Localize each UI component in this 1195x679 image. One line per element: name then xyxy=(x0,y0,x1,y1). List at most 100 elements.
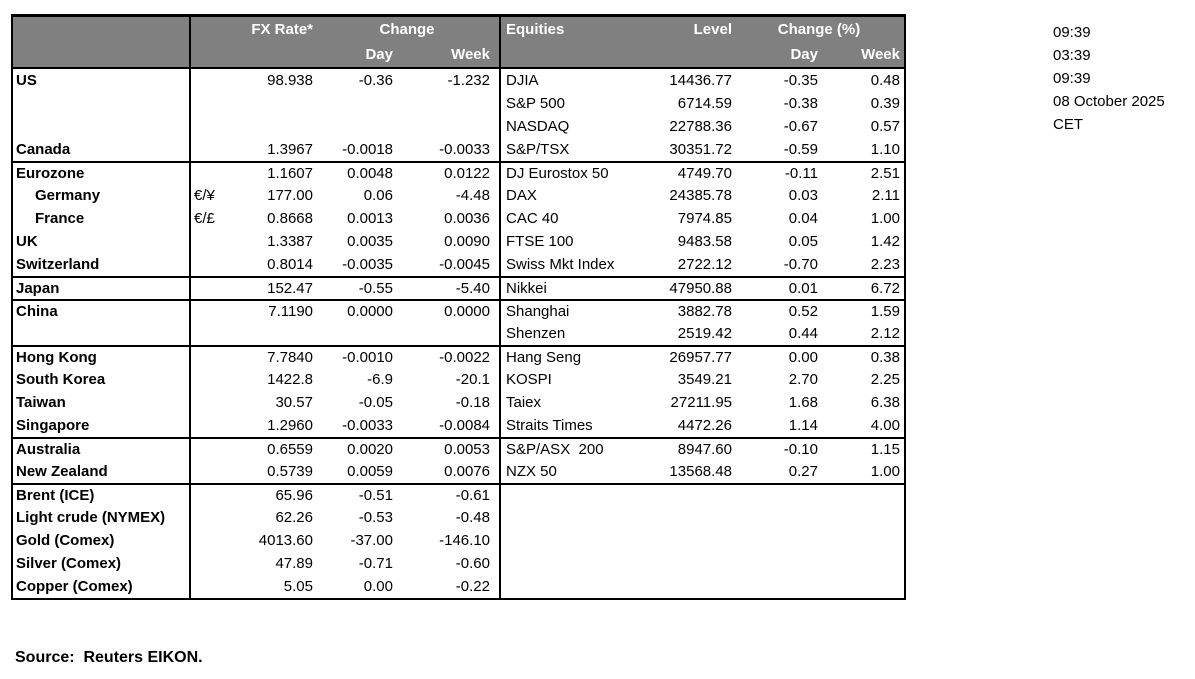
table-row: S&P 500 6714.59 -0.38 0.39 xyxy=(13,92,904,115)
fx-pair-symbol xyxy=(191,368,229,391)
fx-week-change: -0.0045 xyxy=(439,256,490,273)
equity-day-change: 0.00 xyxy=(788,349,818,366)
fx-pair-symbol xyxy=(191,278,229,299)
equity-level: 22788.36 xyxy=(669,118,732,135)
equity-day-change: 0.52 xyxy=(788,303,818,320)
equity-week-change xyxy=(820,485,904,506)
equity-name: S&P/ASX 200 xyxy=(499,439,641,460)
fx-country-label: China xyxy=(13,301,191,322)
equity-day-change: -0.70 xyxy=(783,256,818,273)
table-body: US 98.938 -0.36 -1.232 DJIA 14436.77 -0.35 0.48… xyxy=(13,69,904,598)
table-row: China 7.1190 0.0000 0.0000 Shanghai 3882.78 0.… xyxy=(13,299,904,322)
table-row: Singapore 1.2960 -0.0033 -0.0084 Straits Tim… xyxy=(13,414,904,437)
fx-country-label: Eurozone xyxy=(13,163,191,184)
fx-pair-symbol xyxy=(191,552,229,575)
equity-week-change: 2.11 xyxy=(871,187,900,204)
fx-pair-symbol xyxy=(191,439,229,460)
source-note: Source: Reuters EIKON. xyxy=(15,649,203,666)
fx-pair-symbol xyxy=(191,506,229,529)
equity-name: Shanghai xyxy=(499,301,641,322)
header-spacer xyxy=(229,42,315,67)
fx-rate-value: 0.6559 xyxy=(267,441,313,458)
fx-country-label: Japan xyxy=(13,278,191,299)
equity-level: 2722.12 xyxy=(677,256,732,273)
fx-week-column-header: Week xyxy=(451,46,490,63)
header-spacer xyxy=(191,17,229,42)
timestamp-block: 09:39 03:39 09:39 08 October 2025 CET xyxy=(1053,21,1165,136)
equities-column-header: Equities xyxy=(499,17,641,42)
equity-week-column-header: Week xyxy=(861,46,900,63)
equity-name: Shenzen xyxy=(499,322,641,345)
fx-day-column-header: Day xyxy=(365,46,393,63)
equity-week-change: 0.38 xyxy=(870,349,900,366)
fx-week-change: -5.40 xyxy=(455,280,490,297)
equity-name xyxy=(499,485,641,506)
fx-country-label: France xyxy=(13,207,191,230)
equity-name xyxy=(499,575,641,598)
fx-country-label: UK xyxy=(13,230,191,253)
fx-day-change: -0.05 xyxy=(358,394,393,411)
equity-week-change: 0.57 xyxy=(870,118,900,135)
change-pct-column-header: Change (%) xyxy=(777,21,861,38)
fx-day-change: 0.0020 xyxy=(347,441,393,458)
equity-name: DAX xyxy=(499,184,641,207)
equity-day-change: 0.27 xyxy=(788,463,818,480)
equity-name: Nikkei xyxy=(499,278,641,299)
fx-pair-symbol xyxy=(191,322,229,345)
fx-week-change: -0.18 xyxy=(455,394,490,411)
table-row: Taiwan 30.57 -0.05 -0.18 Taiex 27211.95 1.68 6.… xyxy=(13,391,904,414)
equity-week-change: 0.48 xyxy=(870,72,900,89)
fx-rate-value xyxy=(229,92,315,115)
equity-day-change xyxy=(734,485,820,506)
fx-week-change: 0.0036 xyxy=(444,210,490,227)
equity-day-change: 0.04 xyxy=(788,210,818,227)
fx-rate-value: 7.1190 xyxy=(268,303,313,320)
fx-week-change: -0.22 xyxy=(455,578,490,595)
equity-level: 6714.59 xyxy=(677,95,732,112)
fx-rate-value: 0.5739 xyxy=(267,463,313,480)
fx-pair-symbol xyxy=(191,230,229,253)
equity-level xyxy=(641,506,734,529)
equity-name xyxy=(499,552,641,575)
fx-pair-symbol xyxy=(191,92,229,115)
equity-name: CAC 40 xyxy=(499,207,641,230)
fx-country-label: Germany xyxy=(13,184,191,207)
equity-day-change: 0.44 xyxy=(788,325,818,342)
equity-day-change: 0.05 xyxy=(788,233,818,250)
equity-week-change: 1.15 xyxy=(870,441,900,458)
fx-rate-value: 1422.8 xyxy=(267,371,313,388)
fx-week-change: 0.0053 xyxy=(444,441,490,458)
fx-country-label: South Korea xyxy=(13,368,191,391)
fx-rate-value: 98.938 xyxy=(267,72,313,89)
header-spacer xyxy=(13,42,191,67)
fx-week-change: -0.61 xyxy=(455,487,490,504)
fx-day-change: 0.0013 xyxy=(347,210,393,227)
fx-pair-symbol: €/£ xyxy=(194,210,215,227)
header-spacer xyxy=(499,42,641,67)
equity-name: KOSPI xyxy=(499,368,641,391)
equity-week-change: 6.72 xyxy=(870,280,900,297)
fx-rate-value: 62.26 xyxy=(275,509,313,526)
equity-name: Straits Times xyxy=(499,414,641,437)
equity-level: 26957.77 xyxy=(669,349,732,366)
update-time-3: 09:39 xyxy=(1053,70,1091,87)
fx-day-change xyxy=(315,92,395,115)
equity-day-change: -0.67 xyxy=(783,118,818,135)
equity-week-change: 1.00 xyxy=(870,210,900,227)
fx-rate-value: 65.96 xyxy=(275,487,313,504)
fx-day-change: 0.06 xyxy=(363,187,393,204)
table-row: Japan 152.47 -0.55 -5.40 Nikkei 47950.88 0.01 6… xyxy=(13,276,904,299)
update-time-1: 09:39 xyxy=(1053,24,1091,41)
fx-rate-value: 152.47 xyxy=(267,280,313,297)
fx-rate-value: 30.57 xyxy=(275,394,313,411)
table-row: Silver (Comex) 47.89 -0.71 -0.60 xyxy=(13,552,904,575)
fx-rate-value xyxy=(229,115,315,138)
equity-level: 14436.77 xyxy=(669,72,732,89)
report-date: 08 October 2025 xyxy=(1053,93,1165,110)
fx-week-change xyxy=(395,322,499,345)
fx-week-change: 0.0076 xyxy=(444,463,490,480)
fx-country-label xyxy=(13,322,191,345)
fx-country-label: Copper (Comex) xyxy=(13,575,191,598)
fx-rate-value: 1.1607 xyxy=(267,165,313,182)
